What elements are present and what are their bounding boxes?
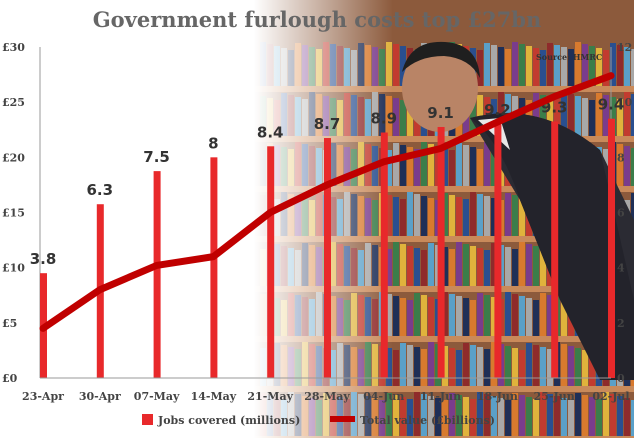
left-tick-label: £10 xyxy=(2,262,25,275)
bar xyxy=(608,118,615,378)
x-tick-label: 21-May xyxy=(247,390,293,403)
line-point xyxy=(553,96,555,98)
right-tick-label: 2 xyxy=(617,317,625,330)
line-point xyxy=(269,212,271,213)
line-series xyxy=(39,72,615,332)
bar xyxy=(380,132,388,378)
bar-value-label: 8 xyxy=(208,134,218,152)
line-point xyxy=(99,289,101,291)
x-tick-label: 04-Jun xyxy=(363,390,404,403)
line-point xyxy=(212,256,214,258)
x-tick-label: 23-Apr xyxy=(22,390,64,403)
right-tick-label: 10 xyxy=(617,96,633,109)
x-tick-label: 14-May xyxy=(191,390,237,403)
right-tick-label: 0 xyxy=(617,372,625,385)
right-tick-label: 12 xyxy=(617,41,632,54)
bar xyxy=(494,124,502,378)
legend-label-line: Total value (£billions) xyxy=(360,414,495,427)
line-point xyxy=(496,121,498,123)
chart-title: Government furlough costs top £27bn xyxy=(93,7,542,32)
legend-swatch-bars xyxy=(142,414,153,425)
bar-value-label: 8.4 xyxy=(257,123,284,141)
bar xyxy=(437,126,445,378)
bar xyxy=(324,138,331,378)
right-tick-label: 6 xyxy=(617,207,625,220)
bar-value-label: 9.1 xyxy=(427,104,454,122)
line-point xyxy=(42,327,44,329)
bar xyxy=(267,146,275,378)
bar-value-label: 9.4 xyxy=(598,96,625,114)
x-tick-label: 11-Jun xyxy=(420,390,461,403)
left-tick-label: £0 xyxy=(2,372,18,385)
bar-value-label: 9.2 xyxy=(484,101,511,119)
x-tick-label: 25-Jun xyxy=(534,390,575,403)
left-tick-label: £5 xyxy=(2,317,17,330)
bar-value-label: 7.5 xyxy=(143,148,170,166)
chart-source: Source: HMRC xyxy=(536,52,602,62)
line-point xyxy=(440,148,442,150)
left-tick-label: £15 xyxy=(2,207,25,220)
x-tick-label: 18-Jun xyxy=(477,390,518,403)
bar-labels: 3.86.37.588.4 8.7 8.9 9.1 9.2 9.3 9.4 xyxy=(30,96,625,268)
x-tick-label: 28-May xyxy=(304,390,350,403)
bar xyxy=(210,157,218,378)
bar xyxy=(551,121,559,378)
left-axis: £0 £5 £10 £15 £20 £25 £30 xyxy=(2,41,41,385)
bar-value-label: 8.7 xyxy=(314,115,341,133)
right-tick-label: 8 xyxy=(617,151,625,164)
x-axis: 23-Apr 30-Apr 07-May 14-May 21-May 28-May 04-J… xyxy=(22,377,630,403)
line-point xyxy=(383,161,385,163)
line-point xyxy=(156,264,158,266)
bar xyxy=(153,171,161,378)
bar-value-label: 6.3 xyxy=(87,181,114,199)
bar-value-label: 8.9 xyxy=(371,110,398,128)
line-point xyxy=(610,75,612,77)
x-tick-label: 30-Apr xyxy=(79,390,121,403)
x-tick-label: 07-May xyxy=(134,390,180,403)
left-tick-label: £30 xyxy=(2,41,25,54)
right-tick-label: 4 xyxy=(617,262,625,275)
line-point xyxy=(326,184,328,186)
legend: Jobs covered (millions) Total value (£bi… xyxy=(142,414,495,427)
x-tick-label: 02-Jul xyxy=(592,390,629,403)
bar-value-label: 3.8 xyxy=(30,250,57,268)
bar-series xyxy=(40,118,615,378)
left-tick-label: £25 xyxy=(2,96,25,109)
legend-label-bars: Jobs covered (millions) xyxy=(157,414,300,427)
left-tick-label: £20 xyxy=(2,151,25,164)
